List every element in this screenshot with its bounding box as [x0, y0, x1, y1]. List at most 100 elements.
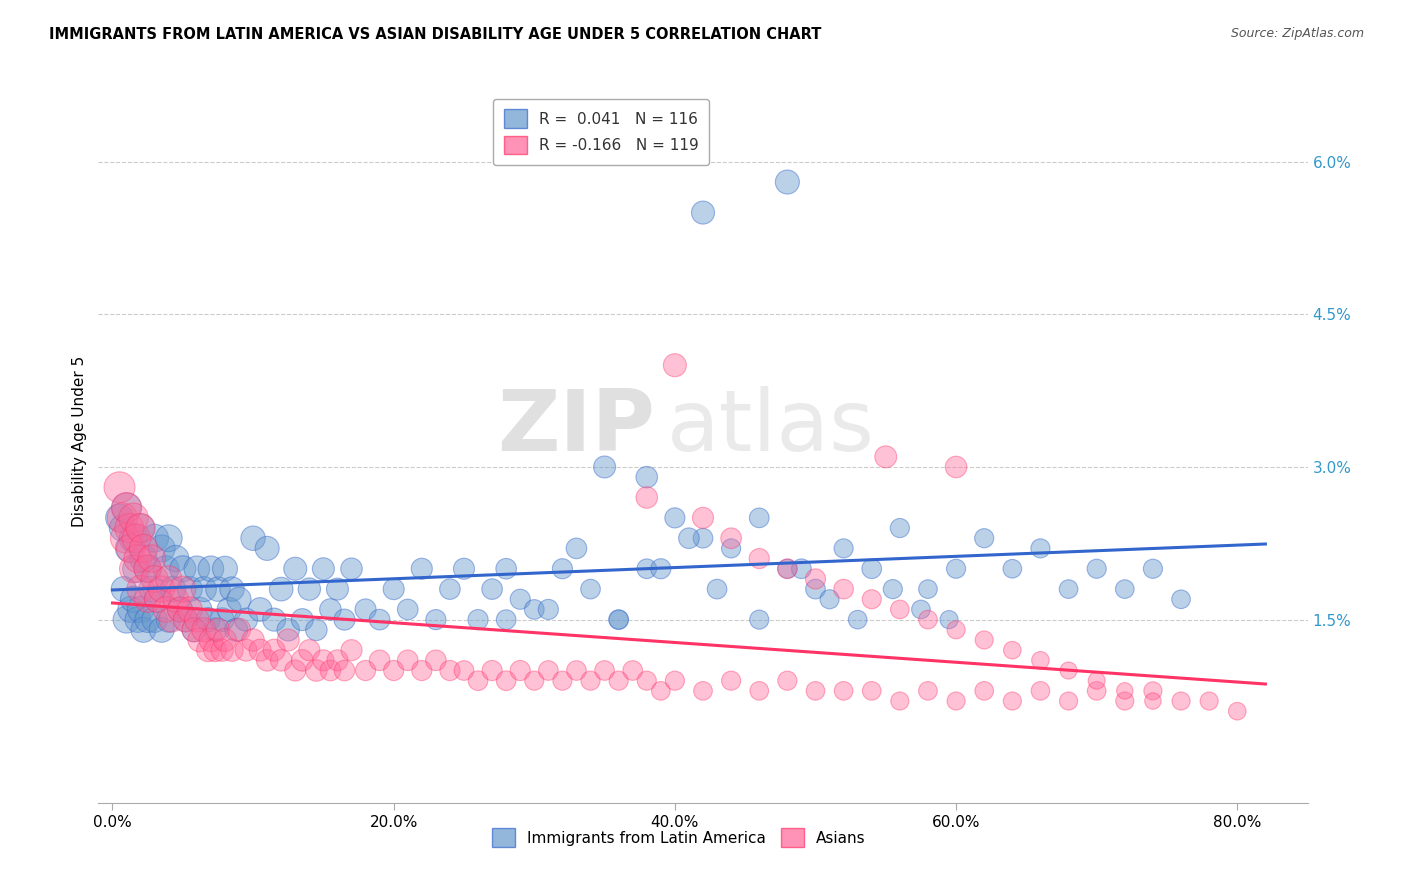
Point — [1001, 694, 1024, 708]
Point — [720, 541, 742, 556]
Text: atlas: atlas — [666, 385, 875, 468]
Point — [945, 562, 967, 576]
Point — [1057, 582, 1080, 596]
Point — [150, 582, 173, 596]
Point — [1198, 694, 1220, 708]
Point — [174, 613, 197, 627]
Point — [115, 613, 138, 627]
Point — [270, 582, 292, 596]
Point — [1085, 684, 1108, 698]
Point — [172, 562, 194, 576]
Point — [169, 602, 191, 616]
Point — [188, 602, 211, 616]
Point — [650, 562, 672, 576]
Point — [354, 664, 377, 678]
Point — [804, 684, 827, 698]
Point — [790, 562, 813, 576]
Point — [368, 653, 391, 667]
Point — [214, 632, 236, 647]
Point — [1029, 653, 1052, 667]
Point — [678, 531, 700, 545]
Point — [319, 602, 342, 616]
Point — [204, 623, 226, 637]
Point — [804, 582, 827, 596]
Point — [973, 531, 995, 545]
Point — [509, 592, 531, 607]
Point — [183, 623, 205, 637]
Point — [425, 613, 447, 627]
Point — [193, 623, 215, 637]
Point — [129, 602, 152, 616]
Point — [186, 613, 208, 627]
Point — [157, 531, 180, 545]
Point — [115, 500, 138, 515]
Point — [326, 653, 349, 667]
Point — [945, 694, 967, 708]
Point — [889, 521, 911, 535]
Point — [333, 664, 356, 678]
Point — [1057, 664, 1080, 678]
Point — [354, 602, 377, 616]
Point — [136, 562, 159, 576]
Point — [607, 673, 630, 688]
Point — [411, 562, 433, 576]
Point — [256, 541, 278, 556]
Point — [207, 623, 229, 637]
Point — [179, 602, 201, 616]
Point — [221, 643, 243, 657]
Point — [207, 582, 229, 596]
Point — [1114, 582, 1136, 596]
Point — [179, 582, 201, 596]
Point — [111, 521, 134, 535]
Point — [1170, 592, 1192, 607]
Point — [305, 664, 328, 678]
Point — [523, 673, 546, 688]
Point — [340, 643, 363, 657]
Point — [204, 643, 226, 657]
Point — [165, 592, 187, 607]
Point — [122, 592, 145, 607]
Point — [284, 664, 307, 678]
Point — [132, 551, 155, 566]
Point — [720, 531, 742, 545]
Point — [132, 623, 155, 637]
Point — [720, 673, 742, 688]
Point — [169, 602, 191, 616]
Point — [141, 582, 163, 596]
Point — [621, 664, 644, 678]
Point — [425, 653, 447, 667]
Point — [537, 664, 560, 678]
Point — [467, 673, 489, 688]
Point — [439, 664, 461, 678]
Point — [523, 602, 546, 616]
Point — [225, 623, 247, 637]
Point — [127, 613, 149, 627]
Point — [382, 582, 405, 596]
Point — [122, 562, 145, 576]
Point — [136, 592, 159, 607]
Point — [889, 694, 911, 708]
Point — [1029, 541, 1052, 556]
Point — [277, 623, 299, 637]
Point — [228, 623, 250, 637]
Point — [607, 613, 630, 627]
Point — [284, 562, 307, 576]
Point — [973, 684, 995, 698]
Point — [319, 664, 342, 678]
Point — [235, 613, 257, 627]
Point — [593, 664, 616, 678]
Point — [143, 531, 166, 545]
Point — [664, 511, 686, 525]
Point — [509, 664, 531, 678]
Y-axis label: Disability Age Under 5: Disability Age Under 5 — [72, 356, 87, 527]
Point — [776, 562, 799, 576]
Point — [136, 613, 159, 627]
Point — [860, 562, 883, 576]
Point — [1085, 562, 1108, 576]
Point — [312, 653, 335, 667]
Point — [129, 582, 152, 596]
Point — [945, 623, 967, 637]
Point — [326, 582, 349, 596]
Point — [1001, 643, 1024, 657]
Point — [396, 602, 419, 616]
